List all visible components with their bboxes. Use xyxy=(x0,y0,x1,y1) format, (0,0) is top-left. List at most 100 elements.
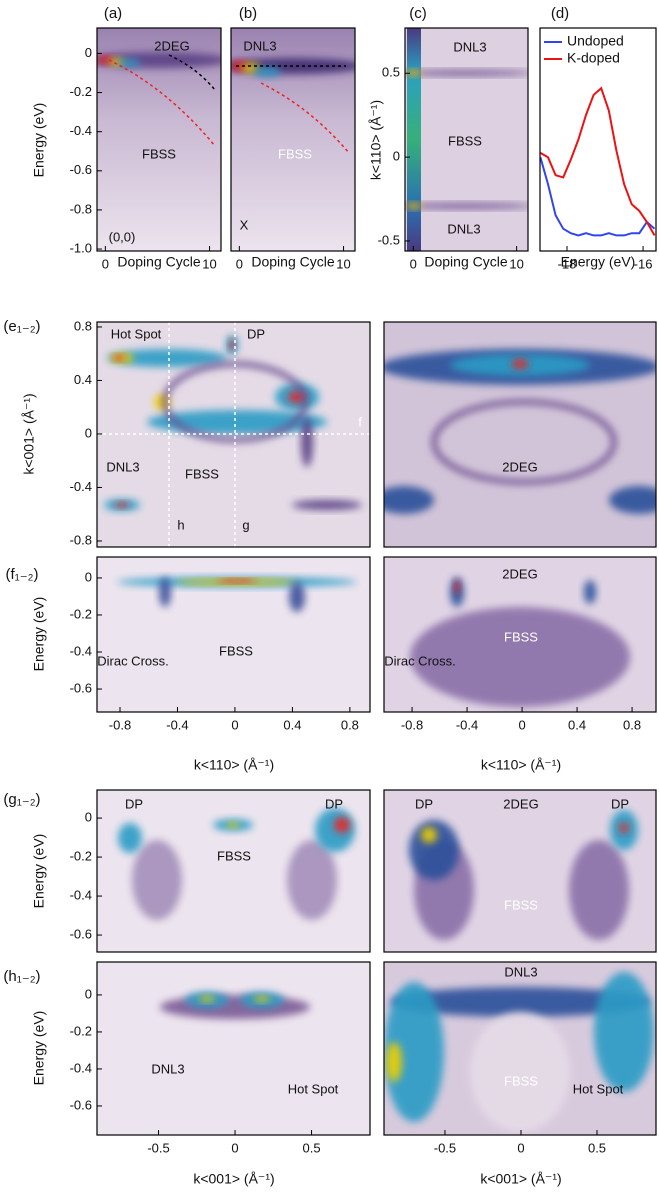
intensity-blob xyxy=(160,995,310,1019)
annotation: 2DEG xyxy=(502,459,537,474)
annotation: FBSS xyxy=(448,133,482,148)
y-tick-label: -0.6 xyxy=(70,926,92,941)
x-tick-label: 0 xyxy=(410,256,417,271)
x-tick-label: 10 xyxy=(336,256,350,271)
y-tick-label: -0.6 xyxy=(70,162,92,177)
y-tick-label: 0 xyxy=(85,45,92,60)
x-tick-label: 0 xyxy=(236,256,243,271)
legend-label: K-doped xyxy=(567,50,620,66)
intensity-blob xyxy=(227,822,239,828)
panel-image xyxy=(89,28,229,251)
intensity-blob xyxy=(229,340,235,350)
intensity-blob xyxy=(114,355,124,361)
annotation: Hot Spot xyxy=(573,1081,624,1096)
intensity-blob xyxy=(569,840,629,940)
annotation: Hot Spot xyxy=(111,326,162,341)
y-tick-label: -0.2 xyxy=(70,84,92,99)
annotation: X xyxy=(240,217,249,232)
panel-label: (a) xyxy=(104,5,122,22)
x-axis-label: k<110> (Å⁻¹) xyxy=(194,757,274,773)
intensity-blob xyxy=(217,579,257,583)
figure: 0-0.2-0.4-0.6-0.8-1.0010(a)Doping CycleE… xyxy=(0,0,659,1199)
x-tick-label: 0.8 xyxy=(623,717,641,732)
annotation: h xyxy=(177,517,184,532)
y-axis-label: Energy (eV) xyxy=(31,597,47,672)
intensity-blob xyxy=(132,840,182,920)
y-tick-label: 0 xyxy=(85,569,92,584)
x-tick-label: 0 xyxy=(517,1140,524,1155)
y-tick-label: 0 xyxy=(85,810,92,825)
x-tick-label: 10 xyxy=(509,256,523,271)
x-tick-label: -0.8 xyxy=(109,717,131,732)
y-tick-label: -0.4 xyxy=(70,887,92,902)
panel-image xyxy=(97,557,370,712)
x-tick-label: -0.5 xyxy=(147,1140,169,1155)
x-axis-label: Doping Cycle xyxy=(251,254,334,270)
annotation: FBSS xyxy=(504,1073,538,1088)
annotation: DNL3 xyxy=(447,221,480,236)
annotation: DNL3 xyxy=(243,38,276,53)
intensity-blob xyxy=(315,808,355,852)
intensity-blob xyxy=(470,1012,570,1132)
annotation: DP xyxy=(125,796,143,811)
annotation: 2DEG xyxy=(502,566,537,581)
y-tick-label: -0.8 xyxy=(70,201,92,216)
x-tick-label: -0.4 xyxy=(166,717,188,732)
x-tick-label: 0.5 xyxy=(588,1140,606,1155)
panel-label: (f₁₋₂) xyxy=(6,566,39,583)
annotation: 2DEG xyxy=(503,796,538,811)
annotation: FBSS xyxy=(504,629,538,644)
x-tick-label: 0.4 xyxy=(283,717,301,732)
intensity-blob xyxy=(406,203,422,209)
panel-image xyxy=(384,962,656,1135)
annotation: DP xyxy=(415,796,433,811)
y-tick-label: -0.2 xyxy=(70,1023,92,1038)
x-tick-label: 0.4 xyxy=(568,717,586,732)
x-tick-label: -0.8 xyxy=(401,717,423,732)
x-axis-label: Doping Cycle xyxy=(424,254,507,270)
x-axis-label: Doping Cycle xyxy=(117,254,200,270)
y-tick-label: 0 xyxy=(85,425,92,440)
x-tick-label: 0 xyxy=(231,1140,238,1155)
intensity-blob xyxy=(454,581,460,593)
panel-label: (c) xyxy=(409,5,427,22)
annotation: FBSS xyxy=(217,848,251,863)
intensity-blob xyxy=(287,840,337,920)
annotation: Dirac Cross. xyxy=(384,653,456,668)
annotation: FBSS xyxy=(504,897,538,912)
annotation: f xyxy=(358,414,362,429)
annotation: Hot Spot xyxy=(288,1081,339,1096)
annotation: FBSS xyxy=(219,643,253,658)
x-tick-label: 0 xyxy=(518,717,525,732)
intensity-blob xyxy=(584,580,596,604)
y-axis-label: k<001> (Å⁻¹) xyxy=(21,393,37,474)
x-tick-label: 0 xyxy=(102,256,109,271)
annotation: Dirac Cross. xyxy=(97,653,169,668)
panel-label: (h₁₋₂) xyxy=(3,968,40,985)
y-tick-label: 0 xyxy=(85,986,92,1001)
intensity-blob xyxy=(253,67,281,77)
intensity-blob xyxy=(594,972,654,1092)
y-axis-label: Energy (eV) xyxy=(31,103,47,178)
x-tick-label: -0.5 xyxy=(434,1140,456,1155)
annotation: FBSS xyxy=(142,146,176,161)
intensity-blob xyxy=(334,817,350,833)
annotation: FBSS xyxy=(185,466,219,481)
y-tick-label: -0.4 xyxy=(70,123,92,138)
annotation: DNL3 xyxy=(106,459,139,474)
y-tick-label: -0.4 xyxy=(70,643,92,658)
intensity-blob xyxy=(118,823,142,853)
annotation: 2DEG xyxy=(154,38,189,53)
panel-image xyxy=(97,962,370,1135)
intensity-blob xyxy=(301,417,313,467)
annotation: DP xyxy=(247,326,265,341)
intensity-blob xyxy=(421,827,437,843)
annotation: g xyxy=(242,517,249,532)
panel-label: (g₁₋₂) xyxy=(3,791,40,808)
y-tick-label: -0.4 xyxy=(70,1060,92,1075)
x-tick-label: -16 xyxy=(634,256,653,271)
y-tick-label: 0.8 xyxy=(74,318,92,333)
y-tick-label: -0.8 xyxy=(70,532,92,547)
x-tick-label: 0.5 xyxy=(303,1140,321,1155)
y-axis-label: Energy (eV) xyxy=(31,1011,47,1086)
